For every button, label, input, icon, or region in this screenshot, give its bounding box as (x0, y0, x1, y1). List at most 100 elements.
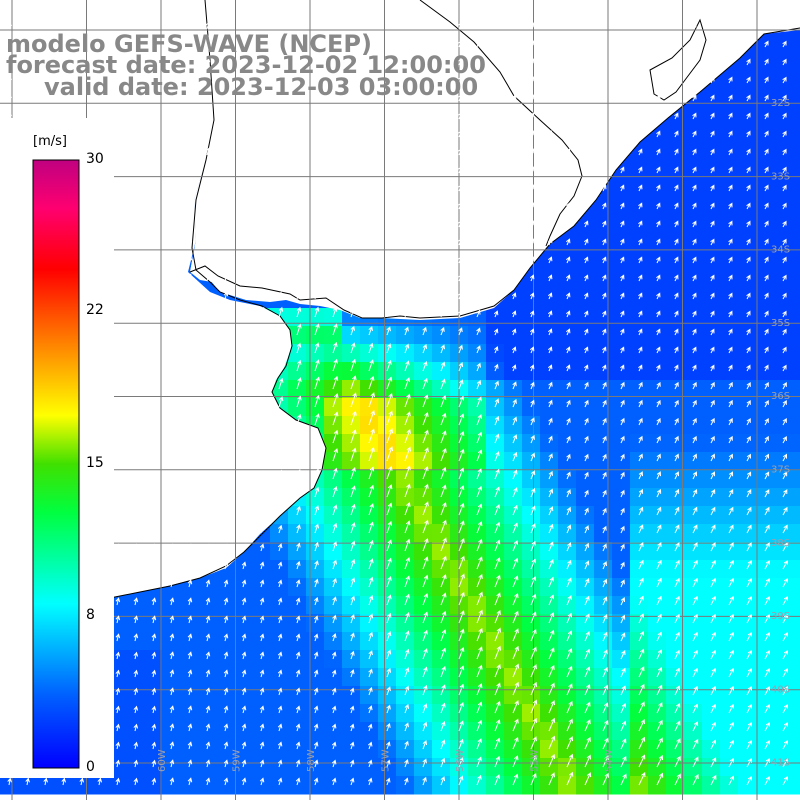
wind-cell (792, 722, 800, 741)
wind-cell (612, 236, 631, 255)
wind-arrow (295, 183, 301, 192)
wind-arrow (349, 777, 355, 786)
wind-arrow (548, 682, 555, 696)
wind-arrow (349, 165, 355, 174)
wind-cell (666, 470, 685, 489)
wind-cell (342, 416, 361, 435)
wind-arrow (476, 237, 481, 246)
wind-cell (612, 578, 631, 597)
wind-cell (540, 632, 559, 651)
wind-arrow (368, 309, 373, 318)
wind-cell (720, 758, 739, 777)
wind-cell (144, 776, 163, 795)
wind-arrow (458, 111, 463, 120)
wind-cell (720, 434, 739, 453)
wind-arrow (386, 291, 391, 300)
wind-arrow (79, 111, 85, 120)
wind-arrow (692, 524, 698, 534)
wind-arrow (386, 392, 393, 408)
wind-arrow (242, 343, 247, 354)
wind-arrow (115, 57, 121, 66)
wind-arrow (295, 777, 301, 786)
wind-arrow (692, 471, 698, 480)
wind-cell (288, 542, 307, 561)
wind-arrow (350, 485, 356, 498)
wind-cell (342, 434, 361, 453)
wind-arrow (295, 255, 301, 264)
wind-arrow (260, 360, 266, 372)
wind-arrow (620, 274, 625, 282)
wind-arrow (367, 759, 373, 768)
wind-arrow (223, 759, 229, 768)
wind-arrow (458, 467, 465, 480)
wind-cell (414, 344, 433, 363)
wind-cell (486, 524, 505, 543)
wind-arrow (656, 471, 662, 480)
wind-cell (576, 776, 595, 795)
wind-cell (378, 542, 397, 561)
wind-cell (648, 380, 667, 399)
wind-arrow (440, 555, 447, 570)
wind-cell (396, 686, 415, 705)
wind-arrow (278, 360, 284, 372)
wind-arrow (548, 346, 553, 354)
wind-cell (540, 470, 559, 489)
wind-arrow (584, 112, 589, 120)
wind-cell (414, 560, 433, 579)
wind-arrow (566, 471, 571, 480)
wind-arrow (782, 595, 788, 606)
wind-arrow (548, 130, 553, 138)
wind-cell (630, 758, 649, 777)
wind-cell (288, 650, 307, 669)
wind-arrow (241, 291, 247, 300)
wind-arrow (440, 39, 445, 48)
wind-arrow (511, 220, 517, 228)
wind-arrow (566, 665, 573, 678)
wind-arrow (511, 202, 517, 210)
wind-arrow (458, 327, 463, 336)
wind-cell (216, 632, 235, 651)
wind-cell (684, 470, 703, 489)
wind-arrow (620, 292, 625, 300)
wind-arrow (314, 306, 320, 318)
wind-cell (414, 578, 433, 597)
wind-cell (522, 722, 541, 741)
wind-cell (324, 668, 343, 687)
wind-cell (612, 650, 631, 669)
wind-cell (756, 416, 775, 435)
wind-arrow (620, 471, 625, 480)
wind-arrow (764, 238, 769, 246)
wind-cell (234, 650, 253, 669)
wind-arrow (404, 291, 409, 300)
wind-arrow (187, 435, 193, 444)
wind-cell (468, 650, 487, 669)
wind-arrow (133, 21, 139, 30)
wind-arrow (620, 702, 627, 714)
wind-cell (378, 506, 397, 525)
wind-arrow (187, 344, 193, 354)
wind-cell (558, 254, 577, 273)
wind-arrow (43, 111, 49, 120)
wind-arrow (602, 148, 607, 156)
wind-arrow (440, 574, 447, 588)
wind-arrow (404, 201, 409, 210)
wind-cell (774, 578, 793, 597)
wind-arrow (331, 741, 337, 750)
wind-arrow (187, 669, 193, 678)
wind-arrow (151, 543, 157, 552)
wind-cell (288, 686, 307, 705)
wind-cell (684, 146, 703, 165)
wind-arrow (97, 57, 103, 66)
wind-arrow (350, 375, 357, 390)
wind-arrow (764, 274, 769, 282)
wind-cell (594, 416, 613, 435)
wind-arrow (476, 449, 483, 462)
wind-arrow (692, 738, 699, 750)
wind-arrow (638, 435, 643, 444)
wind-arrow (476, 39, 481, 48)
wind-arrow (782, 292, 787, 300)
wind-arrow (440, 519, 447, 534)
wind-cell (756, 110, 775, 129)
wind-arrow (566, 364, 571, 372)
wind-arrow (566, 328, 571, 336)
